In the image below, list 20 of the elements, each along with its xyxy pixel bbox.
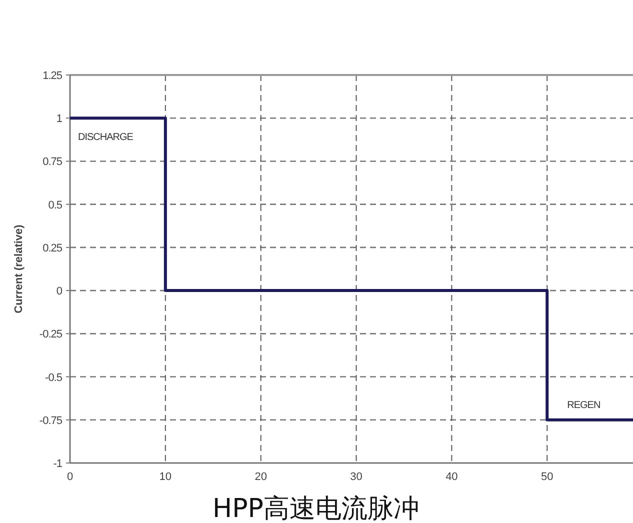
y-tick-label: -1 <box>53 458 62 470</box>
y-tick-label: 1 <box>56 113 62 126</box>
annotation: REGEN <box>567 400 600 411</box>
y-tick-label: 0.75 <box>42 156 62 168</box>
y-axis-title: Current (relative) <box>13 224 25 314</box>
y-tick-label: -0.75 <box>39 414 62 427</box>
x-tick-label: 50 <box>540 471 554 483</box>
y-tick-label: 0 <box>56 286 62 298</box>
x-tick-label: 40 <box>446 471 458 483</box>
x-tick-label: 0 <box>66 471 74 483</box>
y-tick-label: 0.25 <box>42 242 62 254</box>
x-tick-label: 20 <box>254 471 267 483</box>
text: HPP高速电流脉冲 <box>212 494 420 523</box>
y-tick-label: 0.5 <box>48 199 62 212</box>
y-tick-label: -0.25 <box>39 328 62 341</box>
annotation: DISCHARGE <box>78 132 134 144</box>
y-tick-label: -0.5 <box>45 372 62 384</box>
x-tick-label: 30 <box>350 471 362 483</box>
y-tick-label: 1.25 <box>42 70 62 82</box>
x-tick-label: 10 <box>159 471 172 483</box>
